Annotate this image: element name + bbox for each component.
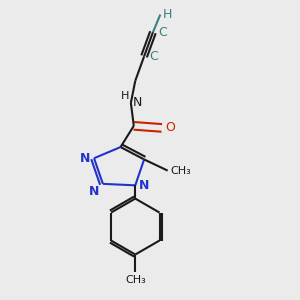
Text: CH₃: CH₃ xyxy=(171,166,191,176)
Text: C: C xyxy=(149,50,158,63)
Text: H: H xyxy=(121,92,129,101)
Text: N: N xyxy=(133,96,142,110)
Text: CH₃: CH₃ xyxy=(125,274,146,284)
Text: N: N xyxy=(80,152,91,165)
Text: C: C xyxy=(158,26,167,39)
Text: N: N xyxy=(139,179,149,192)
Text: H: H xyxy=(163,8,172,21)
Text: N: N xyxy=(89,185,99,198)
Text: O: O xyxy=(165,122,175,134)
